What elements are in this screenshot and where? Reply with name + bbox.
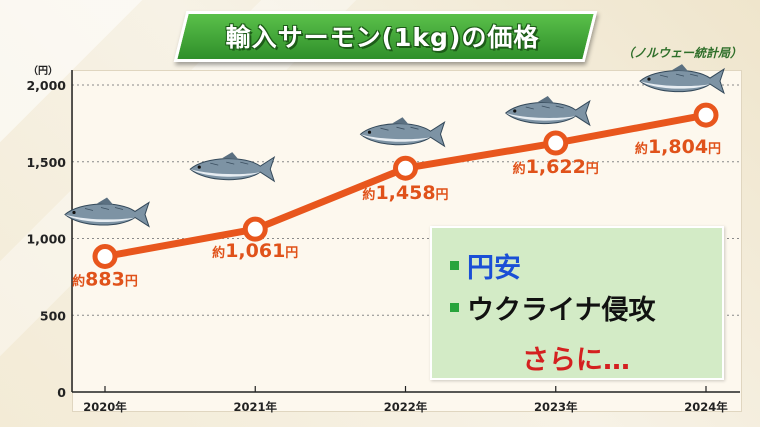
salmon-icon	[359, 117, 446, 148]
callout-item-ukraine: ウクライナ侵攻	[450, 288, 655, 327]
callout-item-yen: 円安	[450, 246, 521, 285]
data-point	[242, 216, 268, 242]
bullet-icon	[450, 303, 459, 312]
data-label: 約1,061円	[212, 240, 298, 262]
data-label: 約1,622円	[513, 156, 599, 178]
x-tick-label: 2020年	[83, 400, 127, 414]
bullet-icon	[450, 261, 459, 270]
y-unit-label: （円）	[28, 64, 58, 77]
source-label: （ノルウェー統計局）	[621, 46, 742, 60]
y-tick-label: 1,000	[26, 232, 66, 247]
y-tick-label: 1,500	[26, 155, 66, 170]
x-tick-label: 2024年	[684, 400, 728, 414]
salmon-icon	[504, 96, 591, 127]
callout-text-ukraine: ウクライナ侵攻	[467, 295, 656, 326]
data-point	[92, 243, 118, 269]
data-point	[393, 155, 418, 181]
y-tick-label: 2,000	[26, 78, 66, 93]
callout-tail: さらに…	[522, 345, 630, 376]
x-tick-label: 2023年	[534, 400, 578, 414]
chart-title: 輸入サーモン(1kg)の価格	[225, 22, 540, 52]
data-point	[543, 130, 569, 156]
x-tick-label: 2022年	[384, 400, 428, 414]
y-tick-label: 0	[57, 385, 66, 400]
y-tick-label: 500	[40, 308, 66, 323]
salmon-icon	[639, 64, 725, 95]
salmon-icon	[64, 197, 150, 228]
salmon-icon	[189, 152, 276, 183]
data-label: 約1,804円	[635, 136, 721, 158]
callout-text-yen: 円安	[467, 253, 521, 284]
data-label: 約1,458円	[362, 182, 448, 204]
data-point	[693, 102, 719, 128]
callout-box: 円安 ウクライナ侵攻 さらに…	[430, 226, 724, 380]
data-label: 約883円	[72, 268, 138, 290]
x-tick-label: 2021年	[233, 400, 277, 414]
